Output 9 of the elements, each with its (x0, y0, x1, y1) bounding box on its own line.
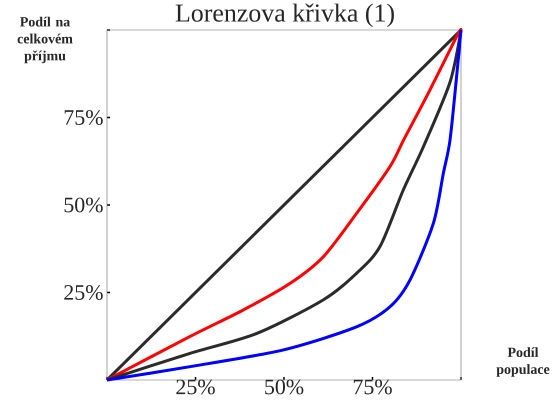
y-tick-label: 75% (64, 110, 103, 125)
x-tick-label: 25% (176, 380, 215, 394)
x-tick-label: 75% (354, 380, 392, 394)
x-axis-title: Podíl populace (496, 347, 550, 377)
y-tick-label: 50% (64, 198, 103, 212)
y-axis-title: Podíl na celkovém příjmu (18, 16, 73, 64)
chart-title: Lorenzova křivka (1) (176, 4, 394, 28)
y-tick-label: 25% (64, 285, 103, 300)
x-tick-label: 50% (265, 380, 304, 394)
